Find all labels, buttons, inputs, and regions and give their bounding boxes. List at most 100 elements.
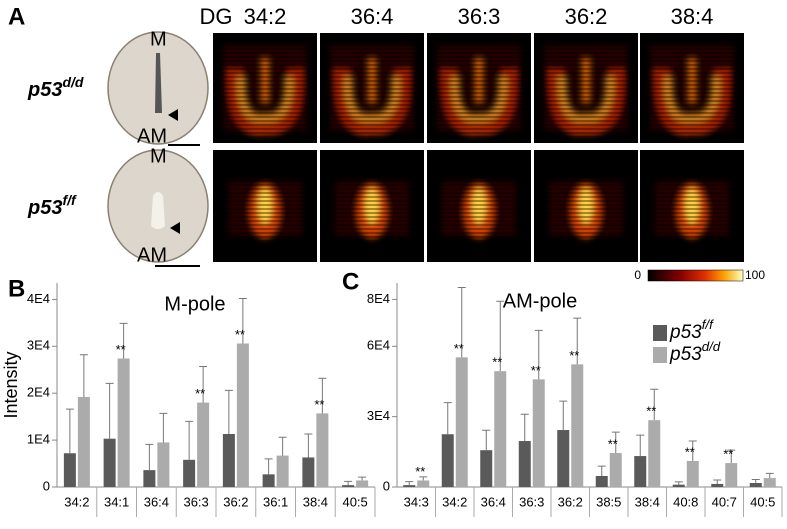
pixel-pattern [427,33,531,143]
chart: C AM-pole 0 3E4 6E4 8E4 34:3 ** 34:2 ** 36:4 ** 36:3… [342,268,783,517]
bar [157,442,170,487]
error-bar [636,434,645,457]
significance: ** [608,436,618,451]
pixel-pattern [320,33,424,143]
y-tick-label: 3E4 [367,408,390,423]
bar [634,456,647,487]
error-bar [264,458,273,475]
bar [532,379,545,487]
error-bar [534,329,543,380]
bar [77,396,90,487]
bar [302,457,315,487]
y-tick-label: 3E4 [27,338,50,353]
bar [480,450,493,487]
error-bar [674,481,683,485]
error-bar [597,465,606,476]
bar [763,478,776,487]
panel-label: A [8,3,25,30]
x-tick-label: 34:1 [104,494,129,509]
y-tick-label: 2E4 [27,385,50,400]
gene: p53 [669,322,702,343]
panel-label: C [342,268,359,295]
chart-title: AM-pole [503,290,577,312]
error-bar [443,402,452,435]
genotype-label: p53f/f [669,317,714,343]
chart: B M-pole Intensity 0 1E4 2E4 3E4 4E4 34:2 34:1 ** 3… [1,275,376,517]
error-bar [344,480,353,486]
lipid-header: 36:3 [458,4,501,29]
lipid-header: 36:4 [351,4,394,29]
bar [262,474,275,487]
bar [103,438,116,487]
bar [494,371,507,487]
pole-label: AM [137,125,167,147]
bar [518,441,531,487]
pixel-pattern [640,33,744,143]
significance: ** [492,355,502,370]
column-header: DG [200,4,233,29]
lumen [155,53,162,113]
error-bar [278,436,287,456]
x-tick-label: 38:4 [303,494,328,509]
colorbar-label: 100 [745,268,765,282]
x-tick-label: 36:4 [481,494,506,509]
x-tick-label: 38:4 [635,494,660,509]
bar [571,364,584,487]
bar [117,358,130,487]
error-bar [105,382,114,439]
bar [276,455,289,487]
genotype-superscript: d/d [62,74,83,90]
bar [356,480,369,487]
error-bar [688,440,697,461]
arrowhead [170,222,180,234]
pole-label: AM [137,244,167,266]
y-tick-label: 0 [383,478,390,493]
error-bar [496,300,505,372]
error-bar [318,377,327,414]
genotype-superscript: f/f [702,317,714,332]
error-bar [199,365,208,403]
bar [183,459,196,487]
gene: p53 [27,79,62,101]
x-tick-label: 40:5 [750,494,775,509]
y-tick-label: 4E4 [27,291,50,306]
y-tick-label: 0 [43,478,50,493]
error-bar [159,412,168,443]
bar [403,485,416,487]
significance: ** [314,397,324,412]
error-bar [457,286,466,358]
pixel-pattern [534,150,638,262]
error-bar [119,322,128,359]
legend-swatch [653,325,667,341]
bar [725,463,738,487]
genotype-label: p53d/d [27,74,84,102]
arrowhead [168,109,178,121]
bar [236,343,249,487]
error-bar [559,400,568,431]
bar [609,453,622,487]
significance: ** [569,348,579,363]
bar [595,475,608,487]
significance: ** [235,327,245,342]
error-bar [650,388,659,421]
x-tick-label: 34:2 [64,494,89,509]
genotype-label: p53d/d [669,339,721,365]
error-bar [419,476,428,481]
chart-title: M-pole [164,293,225,315]
significance: ** [454,341,464,356]
significance: ** [415,464,425,479]
lipid-header: 38:4 [671,4,714,29]
error-bar [482,429,491,451]
x-tick-label: 36:4 [144,494,169,509]
lumen [151,192,165,229]
x-tick-label: 40:8 [673,494,698,509]
y-tick-label: 8E4 [367,291,390,306]
pixel-pattern [213,33,317,143]
error-bar [304,433,313,458]
significance: ** [723,447,733,462]
x-tick-label: 36:3 [519,494,544,509]
bar [222,434,235,487]
gene: p53 [27,197,62,219]
